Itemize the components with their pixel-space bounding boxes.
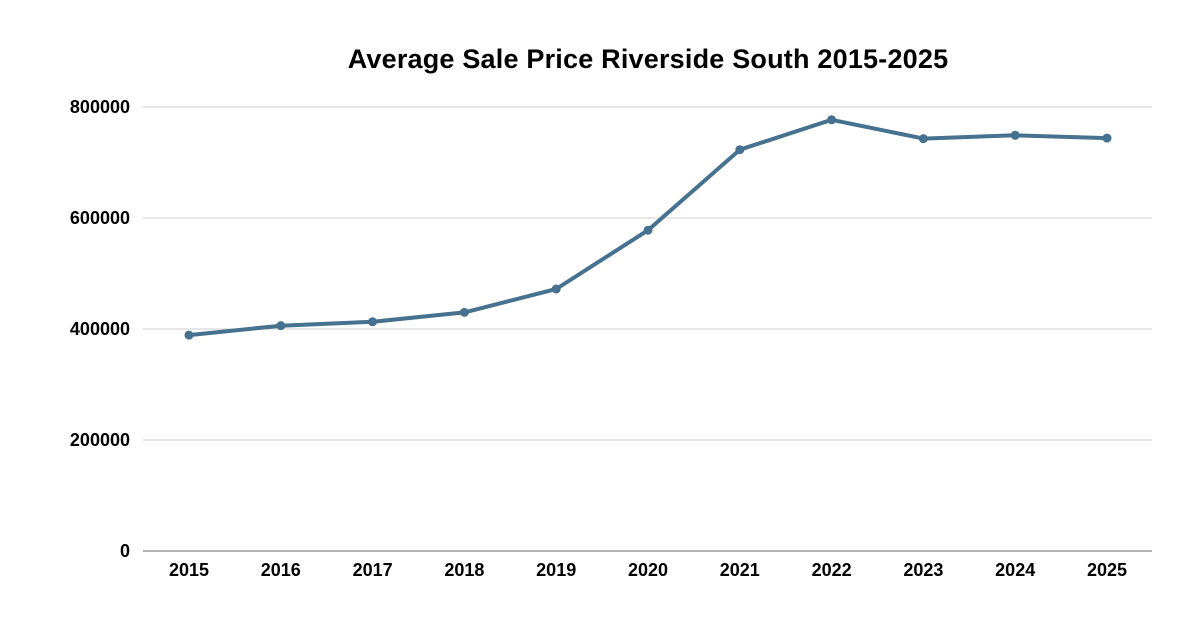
data-point [459,307,469,317]
data-point [1102,133,1112,143]
chart-title: Average Sale Price Riverside South 2015-… [347,44,949,74]
y-axis-ticks: 0 200000 400000 600000 800000 [70,97,130,561]
x-tick-label: 2025 [1087,560,1127,580]
x-tick-label: 2023 [903,560,943,580]
y-tick-label: 400000 [70,319,130,339]
x-axis-ticks: 2015 2016 2017 2018 2019 2020 2021 2022 2023 2024… [169,560,1127,580]
data-point [276,321,286,331]
data-point [184,330,194,340]
x-tick-label: 2019 [536,560,576,580]
x-tick-label: 2015 [169,560,209,580]
data-point [643,225,653,235]
series-layer [184,115,1112,340]
y-tick-label: 800000 [70,97,130,117]
data-point [1010,130,1020,140]
gridlines [143,106,1152,552]
data-point [735,145,745,155]
x-tick-label: 2024 [995,560,1035,580]
x-tick-label: 2016 [261,560,301,580]
x-tick-label: 2020 [628,560,668,580]
data-point [918,134,928,144]
x-tick-label: 2022 [812,560,852,580]
y-tick-label: 600000 [70,208,130,228]
y-tick-label: 200000 [70,430,130,450]
data-point [827,115,837,125]
x-tick-label: 2018 [444,560,484,580]
x-tick-label: 2021 [720,560,760,580]
x-tick-label: 2017 [353,560,393,580]
y-tick-label: 0 [120,541,130,561]
data-point [368,317,378,327]
data-point [551,284,561,294]
